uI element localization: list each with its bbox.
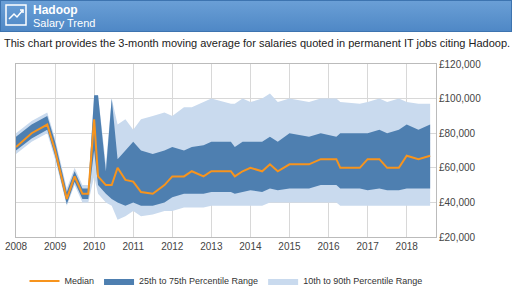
svg-text:£60,000: £60,000 (439, 162, 476, 173)
svg-text:2009: 2009 (44, 241, 67, 252)
svg-text:2015: 2015 (278, 241, 301, 252)
svg-text:2010: 2010 (83, 241, 106, 252)
svg-text:2016: 2016 (317, 241, 340, 252)
svg-text:25th to 75th Percentile Range: 25th to 75th Percentile Range (139, 276, 258, 286)
html-text:This chart provides the 3-mont: This chart provides the 3-month moving a… (4, 37, 511, 49)
svg-text:£20,000: £20,000 (439, 232, 476, 243)
svg-text:2017: 2017 (357, 241, 380, 252)
svg-text:2011: 2011 (122, 241, 144, 252)
svg-text:2014: 2014 (239, 241, 262, 252)
svg-text:2018: 2018 (396, 241, 419, 252)
html-text:Hadoop: Hadoop (33, 3, 78, 17)
svg-text:Median: Median (65, 276, 95, 286)
svg-text:10th to 90th Percentile Range: 10th to 90th Percentile Range (303, 276, 422, 286)
svg-text:2008: 2008 (5, 241, 28, 252)
html-text:Salary Trend: Salary Trend (33, 17, 96, 29)
svg-text:£100,000: £100,000 (439, 93, 481, 104)
svg-text:£120,000: £120,000 (439, 59, 481, 70)
svg-text:2012: 2012 (161, 241, 184, 252)
svg-text:£40,000: £40,000 (439, 197, 476, 208)
svg-text:2013: 2013 (200, 241, 223, 252)
svg-text:£80,000: £80,000 (439, 128, 476, 139)
